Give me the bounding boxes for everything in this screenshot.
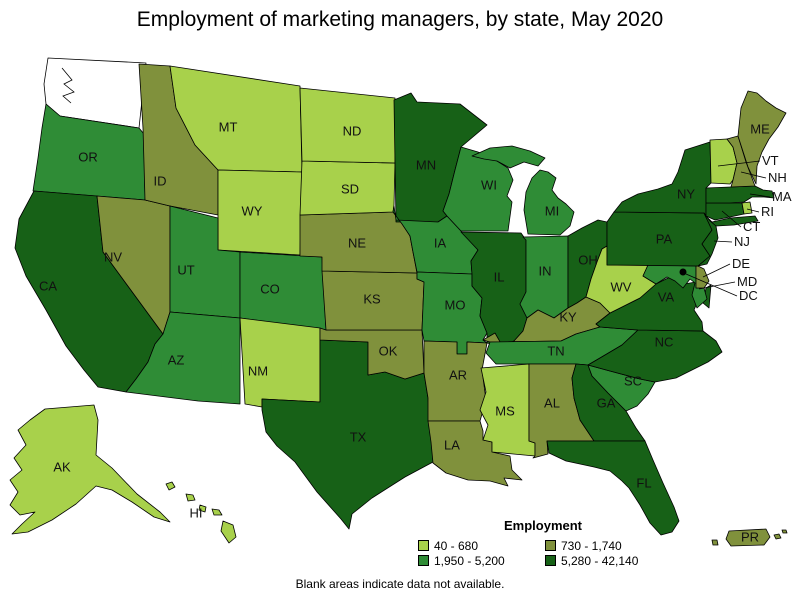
legend-label-bin4: 5,280 - 42,140 [561, 553, 639, 568]
leader-line-VT [717, 160, 761, 167]
state-label-NJ: NJ [734, 234, 750, 249]
state-label-OH: OH [578, 252, 598, 267]
chart-title: Employment of marketing managers, by sta… [136, 8, 664, 31]
state-label-ND: ND [343, 123, 362, 138]
legend-item-bin1: 40 - 680 [418, 538, 545, 553]
state-label-SC: SC [624, 373, 642, 388]
state-label-PR: PR [741, 529, 759, 544]
state-NC [587, 329, 723, 383]
state-label-VA: VA [658, 289, 675, 304]
state-label-MT: MT [219, 119, 238, 134]
legend-swatch-bin1 [418, 540, 429, 551]
state-label-CA: CA [39, 278, 57, 293]
state-label-NC: NC [655, 334, 674, 349]
puget-sound-detail [61, 67, 75, 104]
state-label-UT: UT [177, 262, 194, 277]
legend-swatch-bin4 [545, 555, 556, 566]
state-label-SD: SD [341, 181, 359, 196]
state-label-OK: OK [379, 343, 398, 358]
state-label-MI: MI [545, 203, 559, 218]
state-MI [471, 145, 575, 236]
state-ME [737, 90, 787, 185]
state-DE [695, 265, 710, 289]
legend-items: 40 - 680 730 - 1,740 1,950 - 5,200 5,280… [418, 538, 686, 568]
state-NJ [697, 212, 719, 267]
dc-marker-dot [679, 268, 687, 276]
state-AK [9, 404, 171, 535]
state-label-WV: WV [611, 279, 632, 294]
state-label-DE: DE [732, 256, 750, 271]
legend-item-bin2: 730 - 1,740 [545, 538, 686, 553]
state-AZ [125, 311, 241, 405]
state-label-AZ: AZ [168, 352, 185, 367]
state-label-MO: MO [445, 297, 466, 312]
state-label-FL: FL [636, 475, 651, 490]
state-label-AL: AL [544, 395, 560, 410]
state-label-AK: AK [53, 459, 71, 474]
state-label-KY: KY [559, 309, 577, 324]
state-label-IN: IN [539, 263, 552, 278]
state-label-AR: AR [449, 367, 467, 382]
footnote: Blank areas indicate data not available. [295, 577, 505, 591]
legend-swatch-bin2 [545, 540, 556, 551]
state-label-IA: IA [434, 235, 447, 250]
state-CO [239, 251, 327, 331]
state-RI [741, 201, 753, 215]
state-label-GA: GA [597, 395, 616, 410]
state-label-MD: MD [737, 274, 757, 289]
state-label-NM: NM [248, 363, 268, 378]
state-LA [427, 420, 523, 487]
state-label-NY: NY [677, 186, 695, 201]
leader-line-RI [746, 208, 760, 213]
state-label-TX: TX [350, 429, 367, 444]
state-label-NE: NE [348, 235, 366, 250]
state-label-MA: MA [772, 189, 792, 204]
leader-line-NJ [713, 240, 733, 243]
state-label-PA: PA [656, 231, 673, 246]
legend-item-bin4: 5,280 - 42,140 [545, 553, 686, 568]
state-label-KS: KS [363, 291, 381, 306]
leader-line-DC [685, 273, 738, 297]
leader-line-DE [702, 263, 731, 278]
state-label-TN: TN [547, 343, 564, 358]
legend-label-bin2: 730 - 1,740 [561, 538, 622, 553]
leader-line-CT [721, 210, 742, 228]
state-MA [705, 185, 775, 204]
legend-swatch-bin3 [418, 555, 429, 566]
state-label-ME: ME [750, 121, 770, 136]
legend-title: Employment [503, 518, 582, 533]
state-label-OR: OR [78, 149, 98, 164]
state-label-IL: IL [494, 269, 505, 284]
state-label-HI: HI [190, 505, 203, 520]
state-label-LA: LA [444, 437, 460, 452]
state-label-RI: RI [761, 204, 774, 219]
state-FL [546, 440, 680, 536]
state-label-VT: VT [762, 153, 779, 168]
state-label-MS: MS [495, 403, 515, 418]
leader-line-NH [740, 171, 767, 179]
state-label-DC: DC [739, 288, 758, 303]
leader-line-MD [698, 281, 736, 290]
legend: Employment 40 - 680 730 - 1,740 1,950 - … [418, 518, 686, 568]
state-label-NV: NV [104, 249, 122, 264]
state-label-MN: MN [416, 157, 436, 172]
legend-label-bin1: 40 - 680 [434, 538, 479, 553]
legend-label-bin3: 1,950 - 5,200 [434, 553, 505, 568]
state-label-CO: CO [260, 281, 280, 296]
state-label-ID: ID [154, 173, 167, 188]
state-PR [711, 528, 788, 547]
state-label-CT: CT [743, 219, 760, 234]
state-label-WY: WY [242, 203, 263, 218]
state-label-WI: WI [481, 177, 497, 192]
leader-line-MA [749, 193, 771, 198]
state-HI [165, 481, 237, 544]
legend-item-bin3: 1,950 - 5,200 [418, 553, 545, 568]
state-label-NH: NH [768, 170, 787, 185]
